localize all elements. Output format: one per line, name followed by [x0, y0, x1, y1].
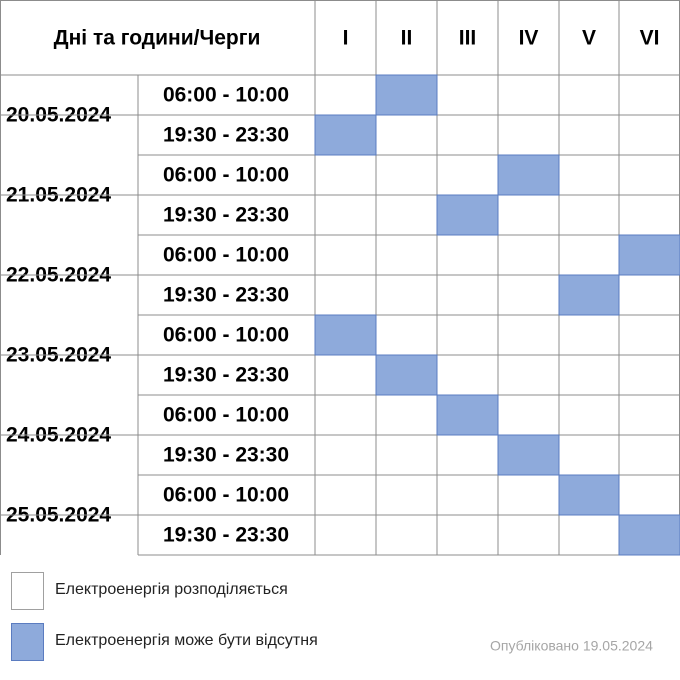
outage-cell [314, 114, 377, 156]
outage-cell [558, 274, 620, 316]
outage-cell [497, 434, 560, 476]
table-title: Дні та години/Черги [54, 27, 261, 50]
time: 19:30 - 23:30 [163, 284, 289, 307]
queue-label: I [343, 27, 349, 50]
queue-label: III [459, 27, 477, 50]
outage-cell [436, 194, 499, 236]
outage-cell [618, 514, 680, 556]
time: 19:30 - 23:30 [163, 444, 289, 467]
time: 06:00 - 10:00 [163, 324, 289, 347]
time: 06:00 - 10:00 [163, 244, 289, 267]
outage-cell [497, 154, 560, 196]
queue-label: V [582, 27, 596, 50]
time: 19:30 - 23:30 [163, 204, 289, 227]
outage-cell [375, 354, 438, 396]
outage-cell [436, 394, 499, 436]
legend-swatch [11, 623, 44, 661]
time: 19:30 - 23:30 [163, 524, 289, 547]
legend-label: Електроенергія розподіляється [55, 581, 288, 598]
legend-swatch [11, 572, 44, 610]
queue-label: IV [519, 27, 539, 50]
outage-cell [618, 234, 680, 276]
queue-label: VI [640, 27, 660, 50]
outage-cell [375, 74, 438, 116]
queue-label: II [401, 27, 413, 50]
time: 19:30 - 23:30 [163, 124, 289, 147]
time: 06:00 - 10:00 [163, 404, 289, 427]
time: 06:00 - 10:00 [163, 84, 289, 107]
time: 06:00 - 10:00 [163, 484, 289, 507]
outage-cell [314, 314, 377, 356]
time: 19:30 - 23:30 [163, 364, 289, 387]
time: 06:00 - 10:00 [163, 164, 289, 187]
legend-label: Електроенергія може бути відсутня [55, 632, 318, 649]
published: Опубліковано 19.05.2024 [490, 638, 653, 654]
outage-cell [558, 474, 620, 516]
